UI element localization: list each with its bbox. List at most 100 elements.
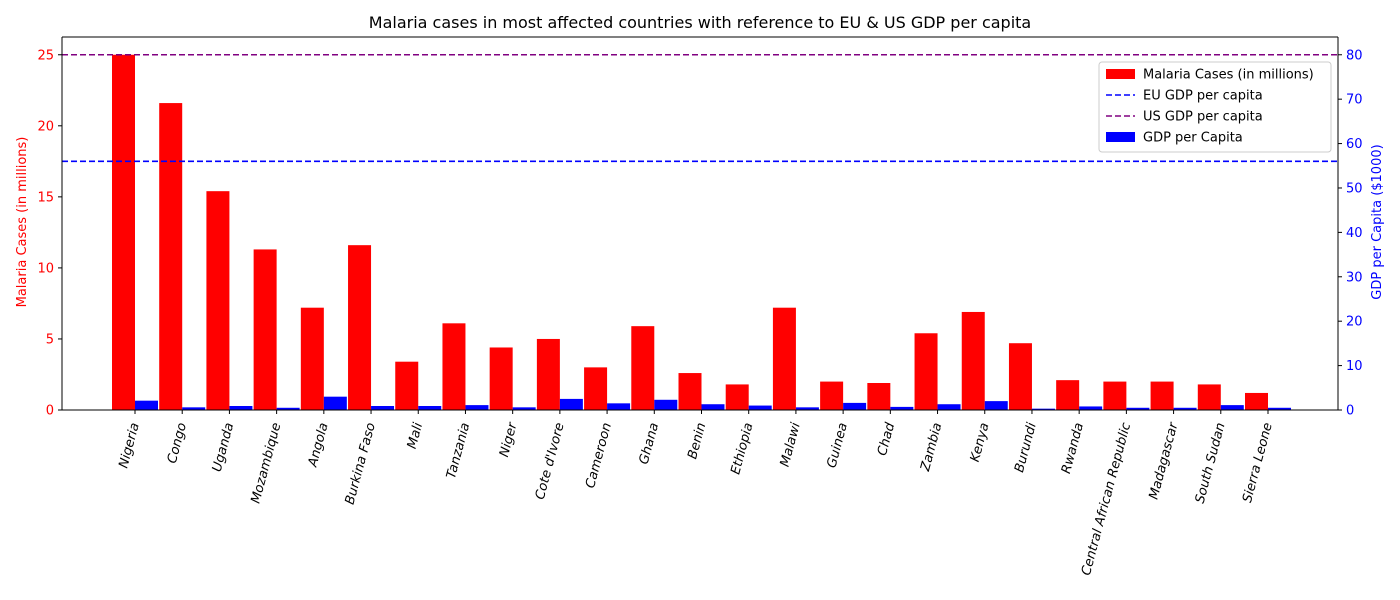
legend-swatch-3	[1106, 132, 1135, 142]
bar-malaria-6	[395, 361, 419, 410]
bar-gdp-10	[607, 403, 631, 410]
y-left-tick-label-3: 15	[37, 190, 54, 205]
x-tick-label-21: Central African Republic	[1079, 421, 1134, 577]
x-tick-label-23: South Sudan	[1193, 421, 1229, 505]
bar-malaria-20	[1056, 380, 1080, 410]
bar-gdp-19	[1031, 408, 1055, 410]
bar-gdp-20	[1079, 406, 1103, 410]
bar-malaria-8	[489, 347, 513, 410]
legend-swatch-0	[1106, 69, 1135, 79]
bar-gdp-9	[559, 398, 583, 410]
bar-gdp-0	[135, 400, 158, 410]
y-right-tick-label-4: 40	[1346, 226, 1363, 241]
bar-gdp-11	[654, 399, 678, 410]
bar-gdp-13	[748, 405, 772, 410]
bar-gdp-8	[512, 407, 536, 410]
x-tick-label-13: Ethiopia	[728, 421, 756, 476]
x-tick-label-8: Niger	[497, 420, 521, 459]
bar-malaria-19	[1008, 343, 1032, 410]
bar-gdp-16	[890, 406, 914, 410]
legend-label-2: US GDP per capita	[1143, 110, 1263, 125]
bar-gdp-5	[371, 406, 395, 410]
y-axis-right-label: GDP per Capita ($1000)	[1370, 144, 1385, 299]
y-left-tick-label-0: 0	[46, 404, 54, 419]
bar-gdp-24	[1268, 407, 1291, 410]
legend-label-0: Malaria Cases (in millions)	[1143, 68, 1314, 83]
bar-malaria-18	[961, 311, 985, 410]
bar-gdp-15	[843, 402, 867, 410]
bar-malaria-17	[914, 333, 938, 410]
x-tick-label-20: Rwanda	[1059, 421, 1087, 475]
bar-gdp-23	[1220, 405, 1244, 410]
y-right-tick-label-1: 10	[1346, 359, 1363, 374]
legend-label-3: GDP per Capita	[1143, 131, 1243, 146]
bar-gdp-12	[701, 404, 725, 410]
bar-gdp-1	[182, 407, 206, 410]
bar-gdp-2	[229, 406, 253, 410]
bar-malaria-0	[112, 54, 135, 411]
bar-gdp-14	[795, 407, 819, 410]
x-tick-label-16: Chad	[875, 420, 898, 457]
y-right-tick-label-3: 30	[1346, 270, 1363, 285]
x-tick-label-14: Malawi	[778, 421, 804, 469]
bar-malaria-22	[1150, 381, 1174, 410]
y-right-tick-label-8: 80	[1346, 48, 1363, 63]
y-left-tick-label-5: 25	[37, 48, 54, 63]
bar-malaria-5	[348, 245, 372, 410]
y-right-tick-label-6: 60	[1346, 137, 1363, 152]
x-tick-label-6: Mali	[405, 421, 426, 451]
y-right-tick-label-2: 20	[1346, 315, 1363, 330]
bar-gdp-6	[418, 406, 442, 410]
bar-malaria-21	[1103, 381, 1127, 410]
x-tick-label-7: Tanzania	[444, 421, 473, 480]
bar-gdp-21	[1126, 407, 1150, 410]
bar-malaria-1	[159, 103, 183, 411]
chart-title: Malaria cases in most affected countries…	[369, 13, 1031, 32]
bar-gdp-17	[937, 404, 961, 410]
bar-malaria-10	[584, 367, 608, 410]
bar-gdp-7	[465, 405, 489, 410]
x-tick-label-19: Burundi	[1012, 421, 1040, 474]
bar-malaria-2	[206, 191, 230, 410]
x-tick-label-9: Cote d'Ivore	[533, 421, 568, 501]
bar-malaria-23	[1197, 384, 1221, 410]
x-tick-label-10: Cameroon	[583, 421, 615, 490]
x-tick-label-11: Ghana	[637, 421, 662, 466]
bar-malaria-12	[678, 373, 702, 410]
bar-malaria-11	[631, 326, 655, 410]
x-tick-label-1: Congo	[165, 421, 190, 465]
x-tick-label-4: Angola	[305, 421, 331, 469]
y-right-tick-label-7: 70	[1346, 93, 1363, 108]
bar-malaria-15	[820, 381, 844, 410]
legend-label-1: EU GDP per capita	[1143, 89, 1263, 104]
y-right-tick-label-0: 0	[1346, 404, 1354, 419]
bar-gdp-22	[1173, 407, 1197, 410]
x-tick-label-3: Mozambique	[249, 421, 285, 505]
legend-box	[1098, 61, 1332, 153]
bar-malaria-13	[725, 384, 749, 410]
bar-malaria-3	[253, 249, 277, 410]
y-right-tick-label-5: 50	[1346, 181, 1363, 196]
bar-gdp-4	[323, 396, 347, 410]
bar-malaria-24	[1245, 392, 1268, 410]
legend: Malaria Cases (in millions) EU GDP per ca…	[1098, 61, 1332, 153]
x-tick-label-12: Benin	[685, 421, 709, 461]
x-tick-label-0: Nigeria	[116, 421, 143, 470]
x-tick-label-15: Guinea	[825, 421, 851, 469]
x-tick-label-17: Zambia	[918, 421, 946, 474]
x-tick-label-2: Uganda	[210, 421, 237, 473]
bar-malaria-9	[536, 338, 560, 410]
bar-malaria-14	[772, 307, 796, 410]
x-tick-label-24: Sierra Leone	[1240, 421, 1276, 504]
bar-malaria-7	[442, 323, 466, 410]
bar-gdp-3	[276, 407, 300, 410]
bar-malaria-4	[300, 307, 324, 410]
y-axis-left-label: Malaria Cases (in millions)	[15, 137, 30, 308]
x-tick-label-22: Madagascar	[1147, 420, 1182, 502]
bar-gdp-18	[984, 401, 1008, 410]
y-left-tick-label-2: 10	[37, 261, 54, 276]
bar-malaria-16	[867, 383, 891, 410]
x-tick-label-5: Burkina Faso	[343, 421, 379, 506]
